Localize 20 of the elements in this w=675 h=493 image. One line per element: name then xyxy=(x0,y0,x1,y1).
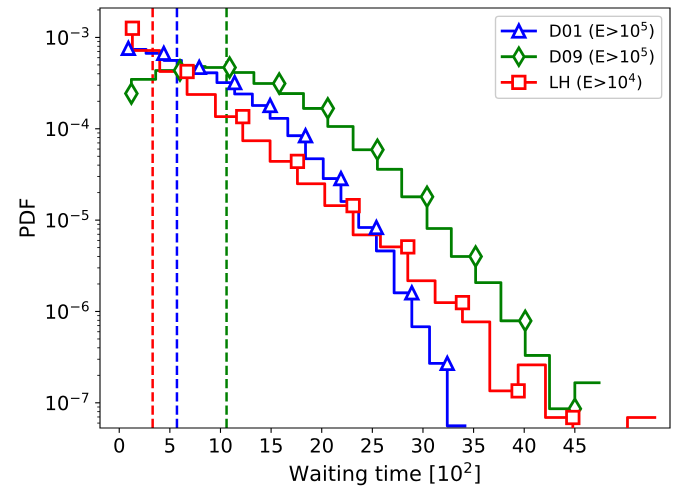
x-tick-label: 30 xyxy=(412,438,434,453)
x-tick-label: 20 xyxy=(310,438,333,453)
y-axis-title: PDF xyxy=(20,198,35,236)
x-tick-label: 10 xyxy=(210,438,232,453)
x-tick-label: 5 xyxy=(165,438,174,453)
x-tick-label: 15 xyxy=(260,438,282,453)
x-tick-label: 0 xyxy=(114,438,124,453)
y-tick-label: 10$^{−7}$ xyxy=(46,392,88,410)
y-tick-label: 10$^{−6}$ xyxy=(46,301,89,319)
legend-label: LH (E>10$^{4}$) xyxy=(550,73,642,90)
y-tick-label: 10$^{−5}$ xyxy=(46,210,88,228)
x-tick-label: 40 xyxy=(512,438,536,453)
x-tick-label: 35 xyxy=(462,438,484,453)
y-tick-label: 10$^{−4}$ xyxy=(46,118,89,136)
legend-label: D09 (E>10$^{5}$) xyxy=(550,48,654,65)
y-tick-label: 10$^{−3}$ xyxy=(46,27,88,45)
x-axis-title: Waiting time [10$^{2}$] xyxy=(289,462,480,486)
legend-label: D01 (E>10$^{5}$) xyxy=(550,22,654,39)
x-tick-label: 25 xyxy=(361,438,384,453)
x-tick-label: 45 xyxy=(563,438,586,453)
